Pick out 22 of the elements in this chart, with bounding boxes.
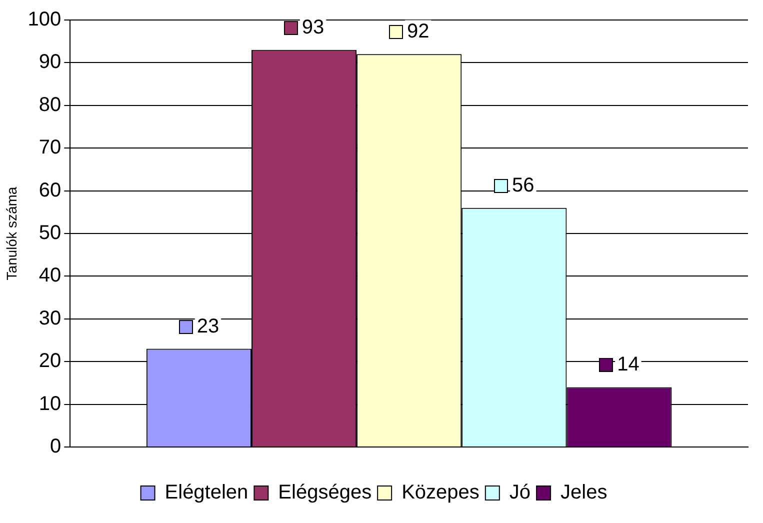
legend-label: Elégséges [278, 482, 372, 504]
data-label: 93 [302, 16, 324, 38]
y-tick-label: 100 [28, 8, 62, 31]
y-tick-label: 80 [38, 94, 62, 116]
y-tick-label: 50 [38, 222, 62, 244]
legend-label: Jó [509, 482, 531, 504]
legend-label: Elégtelen [164, 482, 248, 504]
y-tick-label: 70 [38, 136, 62, 159]
y-axis-title: Tanulók száma [3, 186, 20, 280]
legend-label: Közepes [402, 482, 480, 504]
y-tick-label: 10 [38, 392, 62, 415]
data-label: 56 [512, 174, 534, 196]
y-tick-label: 30 [38, 307, 62, 330]
data-label: 14 [617, 354, 640, 376]
y-tick-label: 40 [38, 264, 62, 287]
legend-label: Jeles [560, 482, 608, 504]
y-tick-label: 90 [38, 51, 62, 74]
data-label: 23 [196, 315, 220, 338]
y-tick-label: 0 [50, 436, 62, 458]
y-tick-label: 20 [38, 350, 62, 372]
data-label: 92 [406, 20, 430, 43]
y-tick-label: 60 [38, 179, 62, 202]
